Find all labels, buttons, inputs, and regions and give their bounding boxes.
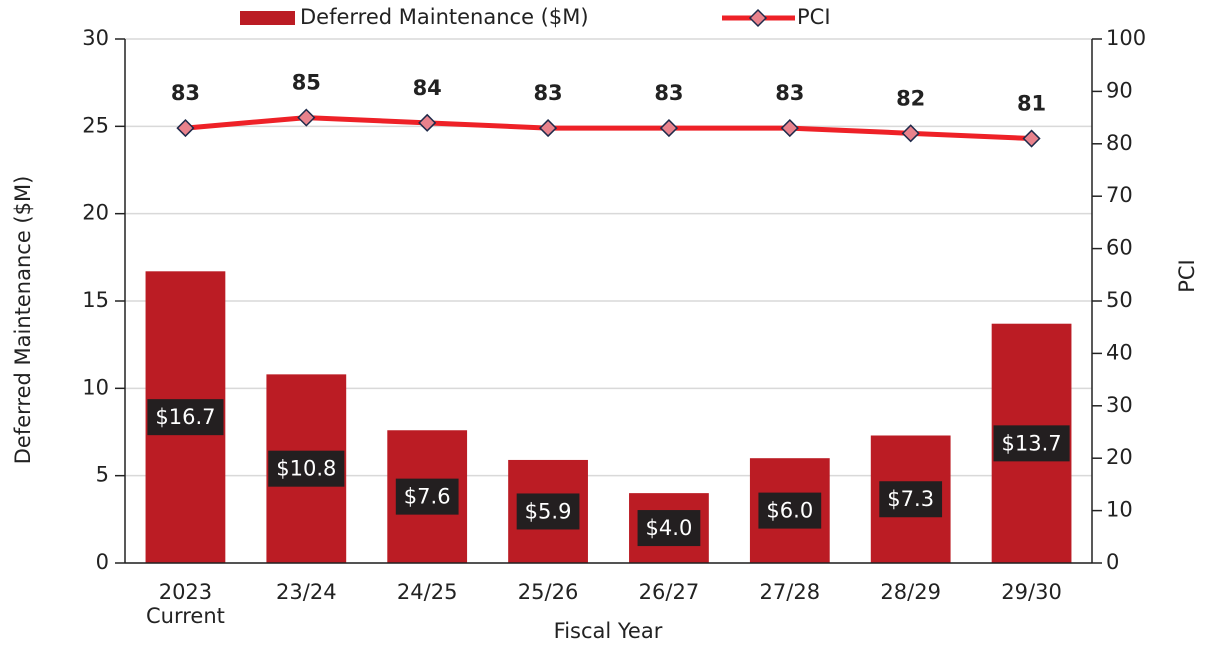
value-label: $4.0 xyxy=(646,516,693,540)
point-label: 83 xyxy=(171,81,200,105)
legend-swatch xyxy=(240,11,295,25)
x-tick-label: 2023 Current xyxy=(146,580,225,628)
y2-axis-title: PCI xyxy=(1175,259,1199,293)
point-label: 83 xyxy=(533,81,562,105)
y2-tick-label: 30 xyxy=(1106,393,1133,417)
value-label: $16.7 xyxy=(155,405,215,429)
value-label-box: $16.7 xyxy=(147,399,224,436)
y-tick-label: 25 xyxy=(82,113,109,137)
legend-marker xyxy=(748,8,768,28)
value-label-box: $4.0 xyxy=(637,510,701,547)
line xyxy=(185,115,1032,142)
value-label: $7.6 xyxy=(404,485,451,509)
marker xyxy=(901,124,920,143)
marker xyxy=(1022,129,1041,148)
value-label: $6.0 xyxy=(766,499,813,523)
label-bg xyxy=(395,478,459,515)
label-bg xyxy=(637,510,701,547)
y2-tick-label: 60 xyxy=(1106,236,1133,260)
y-tick-label: 0 xyxy=(96,550,109,574)
y2-tick-label: 100 xyxy=(1106,26,1146,50)
point-label: 83 xyxy=(775,81,804,105)
x-tick-label: 27/28 xyxy=(760,580,821,604)
value-label: $10.8 xyxy=(276,457,336,481)
y2-tick-label: 90 xyxy=(1106,78,1133,102)
value-label-box: $5.9 xyxy=(516,493,580,530)
value-label: $7.3 xyxy=(887,487,934,511)
x-tick-label: 26/27 xyxy=(639,580,700,604)
point-label: 84 xyxy=(413,76,442,100)
label-bg xyxy=(758,492,822,529)
x-tick-label: 25/26 xyxy=(518,580,579,604)
value-label-box: $7.3 xyxy=(879,481,943,518)
marker xyxy=(780,119,799,138)
value-label: $13.7 xyxy=(1002,431,1062,455)
point-label: 82 xyxy=(896,86,925,110)
y2-tick-label: 50 xyxy=(1106,288,1133,312)
marker xyxy=(539,119,558,138)
y2-tick-label: 70 xyxy=(1106,183,1133,207)
value-label-box: $13.7 xyxy=(993,425,1070,462)
marker xyxy=(176,119,195,138)
y2-tick-label: 20 xyxy=(1106,445,1133,469)
label-bg xyxy=(879,481,943,518)
label-bg xyxy=(993,425,1070,462)
label-bg xyxy=(268,450,345,487)
y-tick-label: 20 xyxy=(82,201,109,225)
label-bg xyxy=(147,399,224,436)
value-label-box: $7.6 xyxy=(395,478,459,515)
y-axis-title: Deferred Maintenance ($M) xyxy=(11,176,35,465)
x-tick-label: 28/29 xyxy=(880,580,941,604)
x-tick-label: 29/30 xyxy=(1001,580,1062,604)
y-tick-label: 30 xyxy=(82,26,109,50)
x-axis-title: Fiscal Year xyxy=(554,619,663,643)
y2-tick-label: 40 xyxy=(1106,340,1133,364)
label-bg xyxy=(516,493,580,530)
y2-tick-label: 0 xyxy=(1106,550,1119,574)
value-label-box: $6.0 xyxy=(758,492,822,529)
point-label: 85 xyxy=(292,71,321,95)
marker xyxy=(297,108,316,127)
value-label: $5.9 xyxy=(525,499,572,523)
value-label-box: $10.8 xyxy=(268,450,345,487)
marker xyxy=(659,119,678,138)
legend-label: Deferred Maintenance ($M) xyxy=(300,5,589,29)
legend-label: PCI xyxy=(797,5,831,29)
y-tick-label: 5 xyxy=(96,463,109,487)
point-label: 81 xyxy=(1017,92,1046,116)
y-tick-label: 15 xyxy=(82,288,109,312)
x-tick-label: 23/24 xyxy=(276,580,337,604)
y2-tick-label: 10 xyxy=(1106,498,1133,522)
marker xyxy=(418,113,437,132)
x-tick-label: 24/25 xyxy=(397,580,458,604)
y2-tick-label: 80 xyxy=(1106,131,1133,155)
point-label: 83 xyxy=(654,81,683,105)
y-tick-label: 10 xyxy=(82,375,109,399)
